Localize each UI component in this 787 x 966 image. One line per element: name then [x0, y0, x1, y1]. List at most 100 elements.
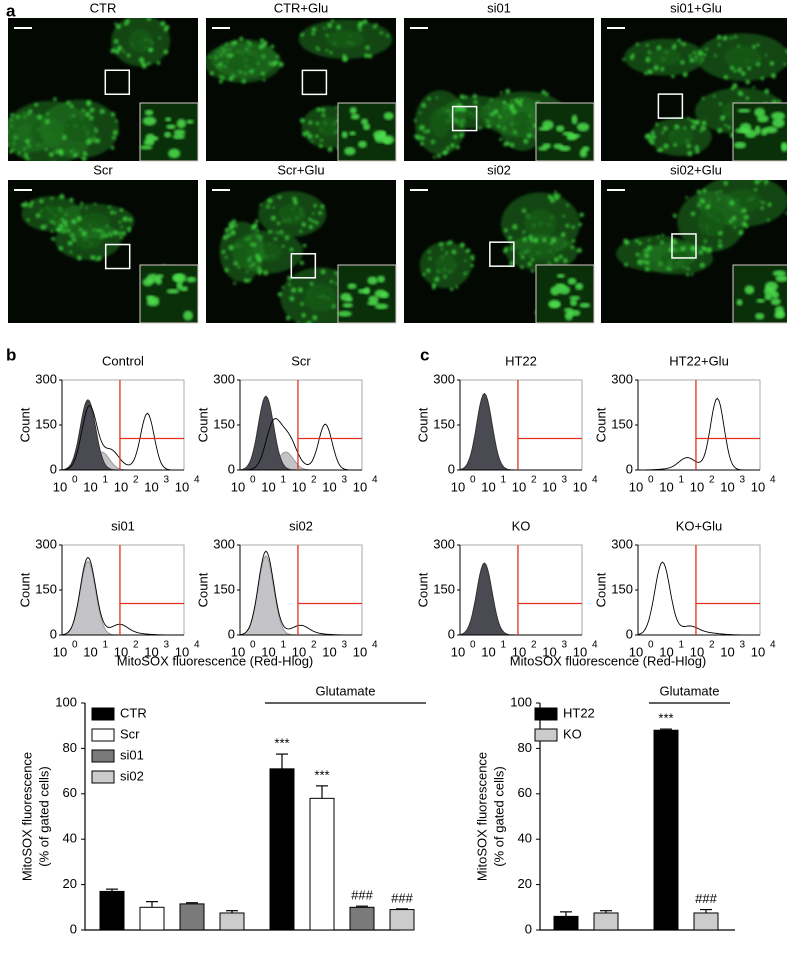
significance-label: ***	[658, 711, 673, 726]
legend-swatch	[534, 707, 558, 721]
legend-swatch	[91, 749, 115, 763]
x-tick-exponent: 2	[311, 640, 317, 651]
mito	[657, 235, 660, 238]
y-tick-label: 0	[228, 626, 235, 641]
inset-mito	[186, 119, 194, 124]
mito	[320, 139, 323, 142]
mito	[451, 249, 457, 255]
inset-mito	[548, 299, 561, 309]
mito	[649, 140, 655, 145]
mito	[690, 119, 695, 123]
mito	[73, 153, 77, 158]
axes	[84, 703, 400, 931]
mito	[224, 256, 228, 259]
y-axis-label: MitoSOX fluorescence	[19, 752, 34, 881]
mito	[413, 119, 417, 122]
inset-mito	[337, 310, 352, 317]
mito	[689, 57, 695, 63]
mito	[550, 197, 556, 203]
inset-mito	[349, 106, 357, 115]
mito	[650, 130, 655, 135]
legend-label: si01	[120, 747, 144, 762]
x-tick-base: 10	[573, 479, 587, 494]
y-tick-label: 60	[63, 785, 77, 800]
mito	[308, 224, 313, 229]
mito	[767, 218, 770, 222]
x-tick-base: 10	[451, 644, 465, 659]
plot-title: KO	[512, 518, 531, 533]
mito	[555, 330, 559, 334]
panel-label: c	[420, 345, 429, 364]
mito	[342, 57, 347, 62]
mito	[114, 39, 119, 44]
mito	[576, 247, 582, 253]
bar	[179, 903, 205, 931]
micrograph	[601, 18, 787, 162]
mito	[93, 202, 97, 205]
mito	[5, 143, 8, 146]
x-tick-exponent: 4	[770, 475, 776, 486]
mito	[261, 71, 265, 76]
mito	[149, 47, 154, 52]
mito	[156, 61, 161, 65]
x-tick-exponent: 1	[501, 640, 507, 651]
mito	[426, 129, 430, 134]
mito	[716, 34, 722, 40]
inset-mito	[183, 310, 193, 321]
mito	[311, 31, 315, 36]
mito	[318, 327, 321, 330]
y-axis-label: Count	[195, 572, 210, 607]
y-tick-label: 40	[518, 831, 532, 846]
panel-label: a	[6, 1, 16, 20]
nucleus	[513, 111, 533, 137]
mito	[645, 260, 650, 265]
mito	[334, 271, 338, 275]
inset-mito	[172, 134, 185, 140]
x-tick-base: 10	[175, 644, 189, 659]
y-tick-label: 80	[63, 740, 77, 755]
x-tick-exponent: 4	[194, 640, 200, 651]
mito	[503, 228, 508, 233]
legend-swatch	[91, 707, 115, 721]
x-tick-exponent: 1	[679, 640, 685, 651]
mito	[222, 235, 228, 240]
mito	[243, 278, 248, 283]
mito	[267, 198, 273, 204]
inset-mito	[775, 275, 787, 283]
mito	[522, 230, 526, 234]
inset-mito	[757, 114, 769, 123]
micrograph	[404, 180, 595, 334]
mito	[306, 320, 312, 323]
x-tick-exponent: 1	[679, 475, 685, 486]
inset-mito	[776, 310, 786, 318]
image-title: si02+Glu	[670, 162, 722, 177]
mito	[754, 180, 760, 185]
x-tick-base: 10	[690, 479, 704, 494]
mito	[701, 120, 707, 126]
mito	[299, 260, 305, 266]
mito	[37, 114, 43, 120]
mito	[316, 107, 321, 112]
mito	[274, 237, 278, 241]
x-tick-base: 10	[629, 644, 643, 659]
y-tick-label: 150	[35, 416, 57, 431]
x-tick-exponent: 2	[531, 475, 537, 486]
nucleus	[232, 238, 251, 266]
mito	[128, 217, 133, 222]
mito	[721, 115, 725, 119]
mito	[644, 248, 648, 252]
mito	[252, 242, 257, 247]
mito	[686, 143, 691, 149]
inset-mito	[342, 302, 354, 308]
mito	[499, 138, 503, 142]
mito	[312, 212, 315, 215]
inset-mito	[764, 281, 779, 292]
mito	[221, 76, 225, 80]
mito	[530, 238, 534, 242]
mito	[554, 257, 559, 263]
bar	[139, 906, 165, 931]
x-tick-base: 10	[659, 479, 673, 494]
mito	[562, 214, 565, 218]
mito	[644, 253, 649, 258]
mito	[223, 65, 226, 68]
